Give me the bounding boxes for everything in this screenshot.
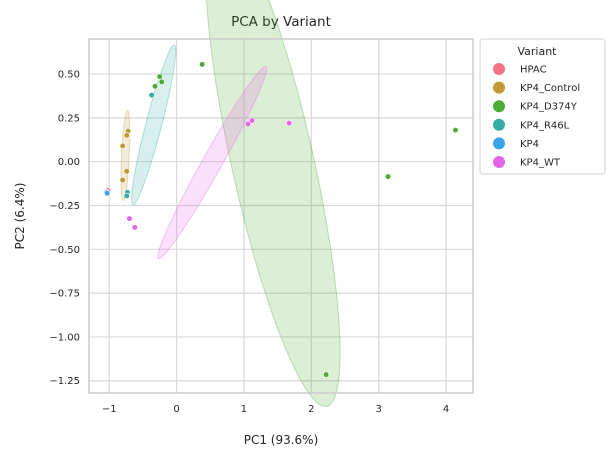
point-kp4-d374y: [199, 61, 206, 68]
point-kp4-wt: [248, 117, 256, 124]
y-tick-label: 0.50: [58, 70, 80, 81]
legend-marker: [493, 137, 505, 150]
legend-label: HPAC: [520, 65, 547, 76]
point-kp4-wt: [244, 120, 252, 128]
x-tick-label: 4: [443, 404, 449, 415]
grid: [89, 39, 473, 393]
legend-marker: [493, 100, 505, 113]
tick-labels: −1 0 1 2 3 4 0.50 0.25 0.00 −0.25 −0.50 −0.75 −1.00 −…: [49, 70, 449, 415]
plot-frame: [88, 38, 474, 394]
x-axis-label: PC1 (93.6%): [244, 433, 319, 447]
x-tick-label: 1: [241, 404, 247, 415]
point-kp4-control: [123, 168, 130, 175]
legend-label: KP4_Control: [520, 83, 580, 94]
chart-title: PCA by Variant: [231, 14, 331, 30]
legend-label: KP4_D374Y: [520, 102, 578, 113]
legend-title: Variant: [517, 45, 557, 58]
point-kp4-control: [123, 132, 130, 139]
y-tick-label: −0.25: [49, 201, 80, 212]
x-tick-label: −1: [102, 404, 117, 415]
legend-marker: [493, 118, 505, 131]
legend-box: [479, 38, 606, 175]
x-tick-label: 3: [375, 404, 381, 415]
y-tick-label: 0.00: [58, 157, 80, 168]
point-kp4-wt: [126, 215, 133, 222]
point-kp4-d374y: [158, 78, 165, 86]
y-tick-label: −1.25: [49, 376, 80, 387]
legend-marker: [493, 81, 505, 94]
ellipse-kp4-wt: [157, 65, 268, 260]
point-kp4-d374y: [156, 73, 163, 80]
point-kp4-wt: [285, 120, 293, 127]
point-kp4-wt: [131, 224, 138, 231]
axes-frame: [88, 38, 474, 394]
point-kp4-control: [119, 176, 126, 184]
confidence-ellipses: [120, 0, 341, 407]
y-axis-label: PC2 (6.4%): [13, 183, 27, 250]
legend-label: KP4_R46L: [520, 120, 570, 131]
point-kp4-d374y: [452, 127, 459, 134]
point-kp4-d374y: [323, 371, 330, 378]
ellipse-kp4-d374y: [205, 0, 341, 407]
data-points: [103, 61, 459, 378]
point-kp4-control: [119, 142, 126, 150]
ellipse-kp4-r46l: [131, 44, 177, 206]
point-kp4: [104, 190, 111, 197]
y-tick-label: −1.00: [49, 332, 80, 343]
point-kp4-r46l: [123, 192, 130, 199]
legend: Variant HPAC KP4_Control KP4_D374Y KP4_R46L…: [479, 38, 606, 175]
y-tick-label: 0.25: [58, 113, 80, 124]
legend-marker: [493, 63, 505, 75]
point-kp4-d374y: [151, 83, 159, 90]
x-tick-label: 2: [308, 404, 314, 415]
point-kp4-r46l: [148, 91, 155, 99]
legend-label: KP4_WT: [520, 158, 561, 169]
y-tick-label: −0.50: [49, 245, 80, 256]
point-kp4-d374y: [385, 173, 392, 180]
x-tick-label: 0: [173, 404, 179, 415]
legend-label: KP4: [520, 139, 539, 150]
y-tick-label: −0.75: [49, 289, 80, 300]
legend-marker: [493, 156, 505, 168]
